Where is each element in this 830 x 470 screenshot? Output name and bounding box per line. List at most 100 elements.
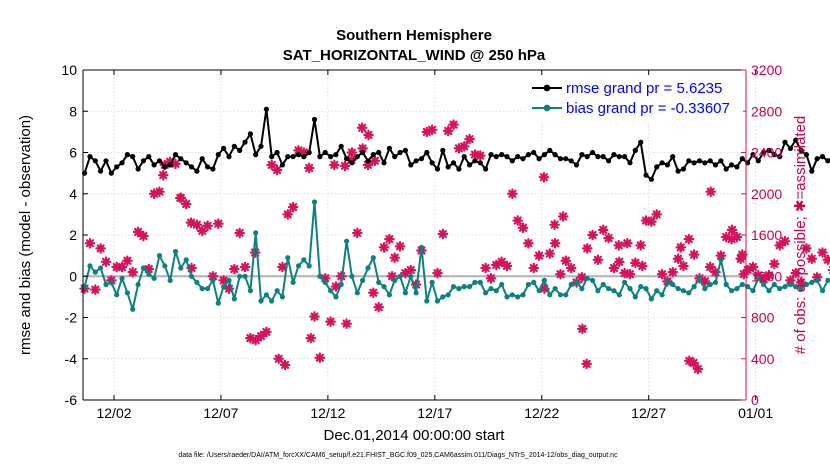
star-stroke — [545, 249, 554, 258]
star-stroke — [240, 262, 250, 272]
star-stroke — [364, 130, 373, 140]
bias-point — [632, 294, 638, 300]
assimilated-obs-point — [328, 159, 340, 171]
assimilated-obs-point — [116, 261, 128, 273]
rmse-point — [242, 139, 248, 145]
assimilated-obs-point — [747, 261, 759, 273]
legend-box — [526, 75, 743, 123]
bias-point — [119, 275, 125, 281]
rmse-point — [450, 160, 457, 166]
bias-point — [92, 269, 98, 275]
y2-axis-label: # of obs: o=possible; ✱=assimilated — [792, 116, 809, 355]
assimilated-obs-point — [705, 186, 717, 197]
star-stroke — [561, 256, 570, 265]
assimilated-obs-point — [549, 219, 560, 230]
star-stroke — [134, 227, 143, 236]
rmse-point — [349, 160, 355, 166]
bias-point — [600, 281, 606, 288]
star-stroke — [481, 263, 490, 273]
assimilated-obs-point — [170, 158, 181, 170]
star-stroke — [513, 216, 522, 225]
rmse-point — [408, 162, 414, 168]
rmse-point — [210, 166, 216, 172]
star-stroke — [647, 217, 656, 226]
bias-point — [675, 286, 681, 292]
assimilated-obs-point — [485, 273, 497, 284]
bias-point — [547, 292, 553, 298]
star-stroke — [438, 229, 447, 239]
bias-point — [370, 255, 376, 261]
star-stroke — [433, 269, 442, 278]
bias-point — [354, 290, 360, 296]
star-stroke — [192, 220, 201, 229]
rmse-point — [98, 168, 104, 174]
assimilated-obs-point — [613, 240, 625, 251]
assimilated-obs-point — [622, 237, 633, 249]
rmse-point — [638, 139, 644, 145]
assimilated-obs-point — [362, 159, 374, 171]
star-stroke — [262, 327, 271, 337]
star-stroke — [340, 161, 350, 170]
bias-point — [365, 265, 371, 271]
assimilated-obs-point — [731, 231, 743, 243]
star-stroke — [91, 285, 100, 294]
rmse-point — [140, 158, 146, 164]
star-stroke — [401, 269, 410, 278]
bias-point — [108, 279, 114, 285]
assimilated-obs-point — [667, 266, 679, 278]
footnote: data file: /Users/raeder/DAI/ATM_forcXX/… — [178, 452, 618, 459]
star-stroke — [406, 265, 415, 275]
assimilated-obs-point — [597, 224, 609, 236]
bias-point — [809, 279, 815, 285]
assimilated-obs-point — [464, 133, 475, 145]
star-stroke — [668, 268, 677, 277]
bias-point — [691, 284, 697, 290]
bias-point — [782, 284, 788, 290]
assimilated-obs-point — [555, 268, 566, 280]
bias-point — [98, 265, 104, 271]
star-stroke — [736, 254, 745, 263]
star-stroke — [524, 239, 533, 248]
bias-point — [659, 292, 665, 298]
rmse-point — [370, 152, 376, 158]
bias-point — [237, 273, 243, 279]
bias-point — [798, 286, 804, 292]
assimilated-obs-point — [271, 164, 283, 176]
bias-point — [467, 284, 473, 290]
bias-point — [349, 273, 355, 279]
assimilated-obs-point — [234, 227, 245, 239]
bias-point — [670, 281, 676, 288]
assimilated-obs-point — [157, 169, 169, 181]
bias-point — [167, 277, 173, 283]
assimilated-obs-point — [790, 267, 802, 279]
bias-point — [734, 286, 740, 292]
y-tick-label: -4 — [65, 351, 78, 367]
assimilated-obs-point — [273, 353, 284, 365]
assimilated-obs-point — [180, 198, 192, 210]
star-stroke — [588, 230, 597, 240]
rmse-point — [103, 158, 109, 164]
assimilated-obs-point — [806, 253, 818, 265]
star-stroke — [559, 212, 568, 221]
assimilated-obs-point — [212, 218, 224, 229]
bias-point — [493, 288, 499, 294]
star-stroke — [706, 187, 715, 196]
assimilated-obs-point — [512, 215, 523, 226]
y2-tick-label: 400 — [751, 351, 775, 367]
bias-point — [777, 286, 783, 292]
star-stroke — [818, 248, 827, 257]
star-stroke — [583, 244, 592, 253]
assimilated-obs-point — [287, 201, 299, 213]
assimilated-obs-point — [389, 252, 401, 263]
rmse-point — [761, 149, 767, 156]
assimilated-obs-point — [592, 254, 604, 266]
rmse-point — [702, 160, 708, 166]
bias-point — [263, 292, 269, 298]
assimilated-obs-point — [202, 220, 213, 232]
star-stroke — [306, 334, 315, 343]
star-stroke — [689, 358, 698, 367]
bias-point — [301, 257, 307, 263]
star-stroke — [246, 334, 255, 343]
rmse-point — [162, 164, 168, 170]
bias-point — [552, 286, 558, 292]
